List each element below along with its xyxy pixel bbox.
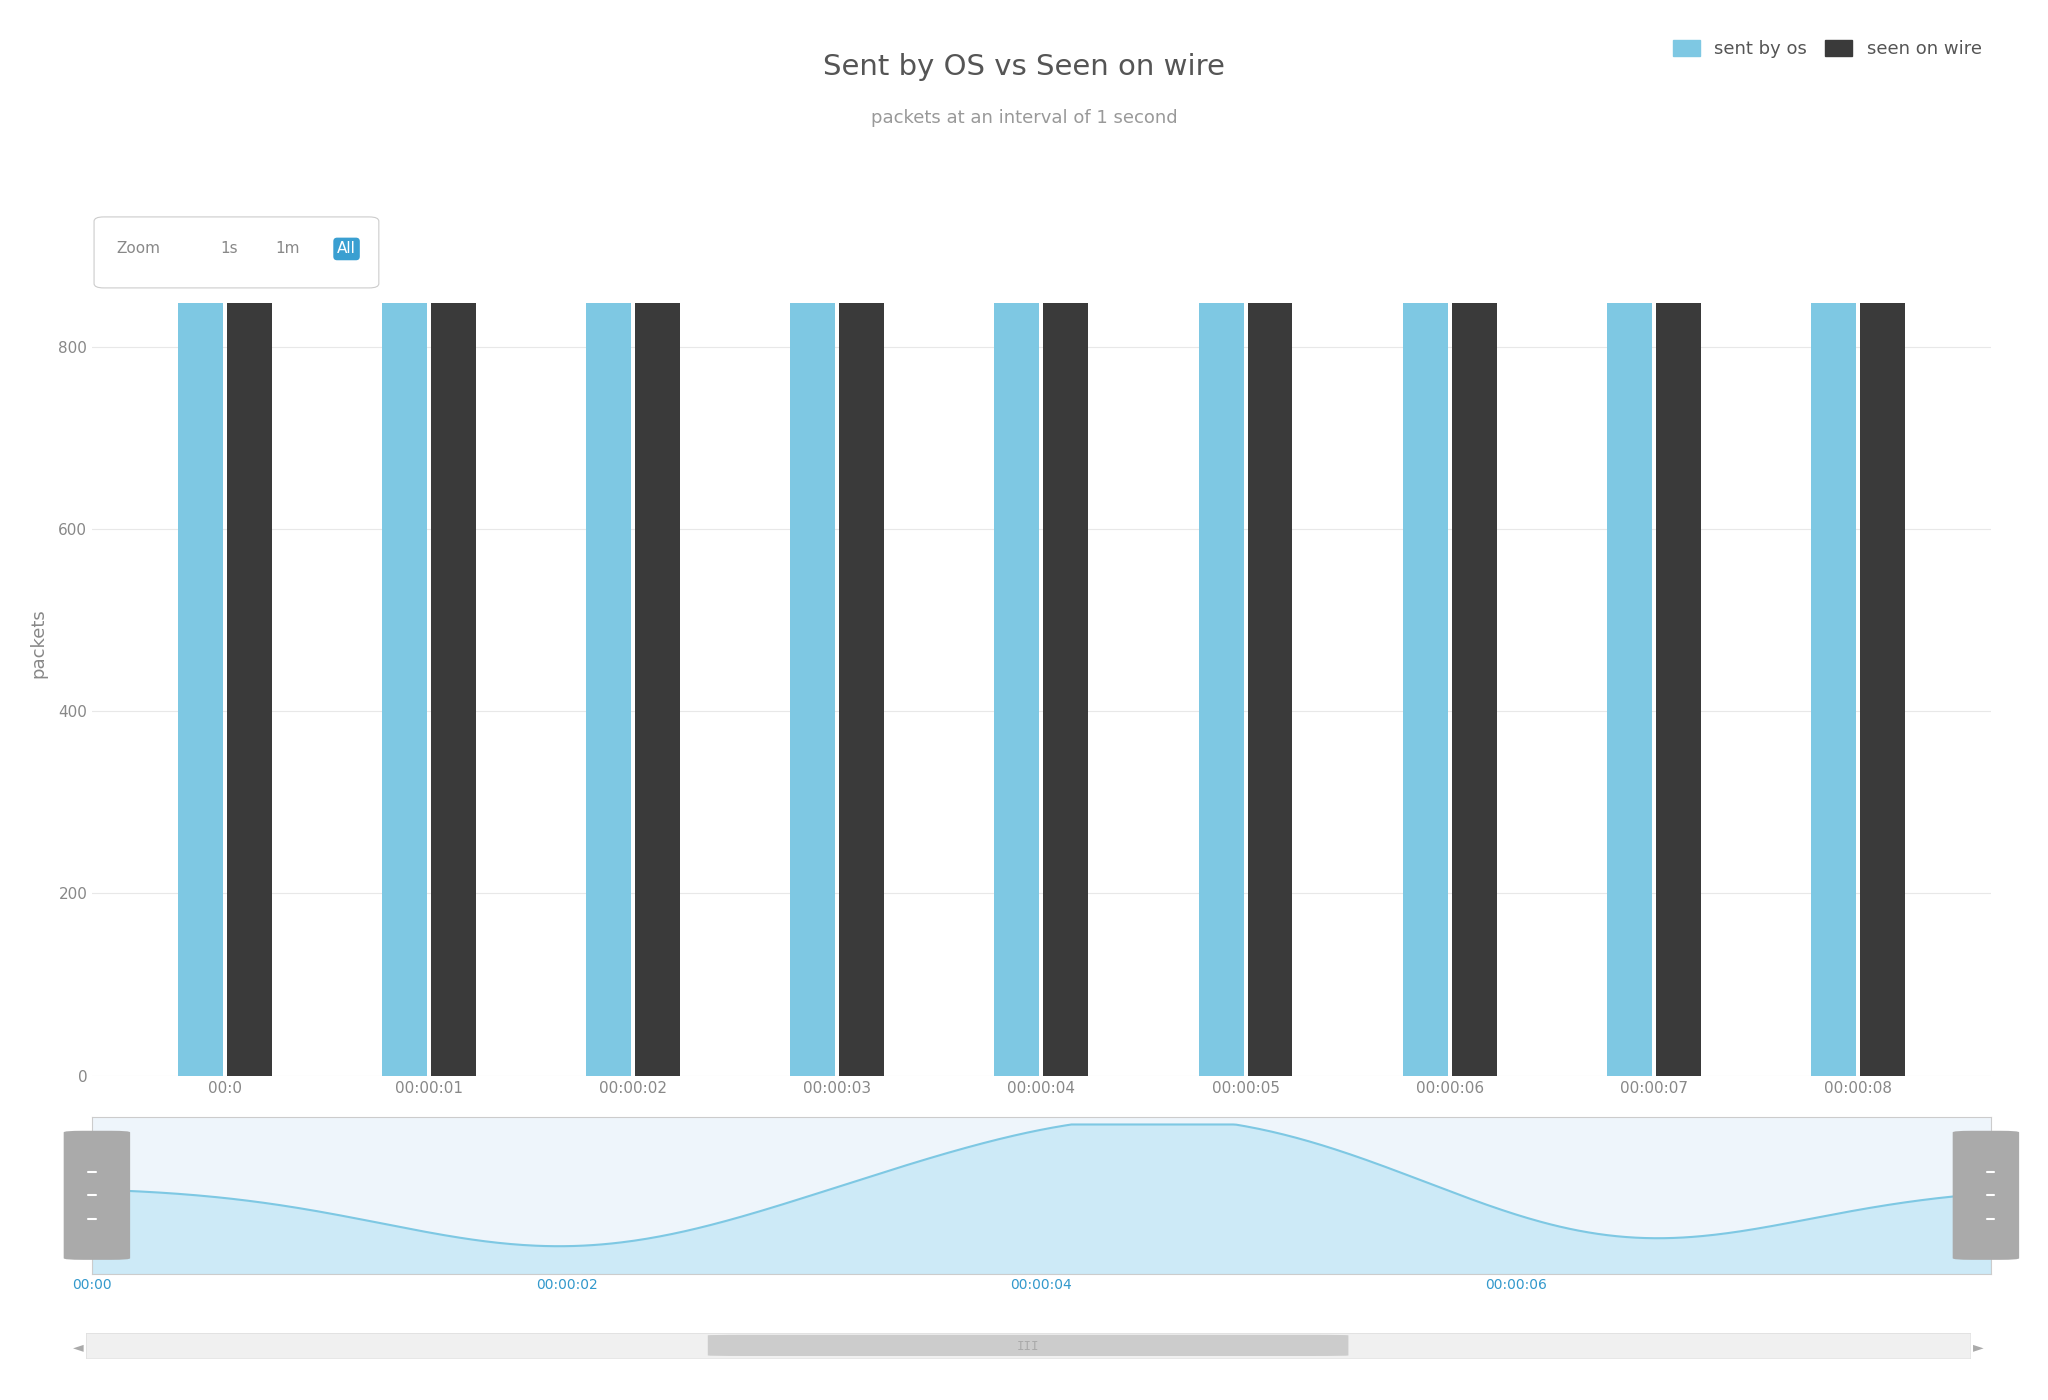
- Text: All: All: [338, 241, 356, 256]
- Bar: [430, 302, 475, 1075]
- Bar: [1247, 302, 1292, 1075]
- Bar: [1860, 302, 1905, 1075]
- FancyBboxPatch shape: [63, 1131, 131, 1260]
- Bar: [227, 302, 272, 1075]
- FancyBboxPatch shape: [709, 1334, 1348, 1357]
- Text: III: III: [1018, 1340, 1038, 1354]
- Bar: [1810, 302, 1855, 1075]
- Bar: [383, 302, 426, 1075]
- Bar: [1452, 302, 1497, 1075]
- Bar: [1608, 302, 1653, 1075]
- Bar: [635, 302, 680, 1075]
- Text: ►: ►: [1972, 1340, 1985, 1354]
- Y-axis label: packets: packets: [29, 608, 47, 678]
- Bar: [1042, 302, 1087, 1075]
- Text: 1m: 1m: [274, 241, 299, 256]
- FancyBboxPatch shape: [1952, 1131, 2019, 1260]
- Text: Zoom: Zoom: [117, 241, 162, 256]
- Bar: [1657, 302, 1700, 1075]
- Legend: sent by os, seen on wire: sent by os, seen on wire: [1673, 39, 1982, 57]
- Bar: [1198, 302, 1243, 1075]
- Text: ◄: ◄: [72, 1340, 84, 1354]
- Bar: [840, 302, 885, 1075]
- Bar: [995, 302, 1040, 1075]
- Text: 1s: 1s: [219, 241, 238, 256]
- Bar: [791, 302, 836, 1075]
- Text: packets at an interval of 1 second: packets at an interval of 1 second: [870, 109, 1178, 126]
- Bar: [586, 302, 631, 1075]
- Bar: [178, 302, 223, 1075]
- Bar: [1403, 302, 1448, 1075]
- Text: Sent by OS vs Seen on wire: Sent by OS vs Seen on wire: [823, 53, 1225, 81]
